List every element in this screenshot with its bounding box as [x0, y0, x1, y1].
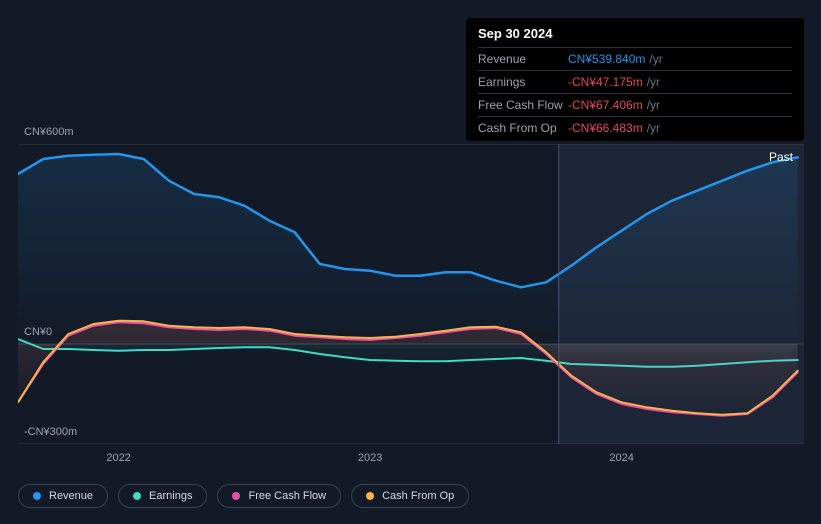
legend-label: Free Cash Flow	[248, 490, 326, 502]
past-label: Past	[769, 150, 793, 164]
y-axis-label: CN¥0	[24, 326, 52, 338]
tooltip-rows: RevenueCN¥539.840m/yrEarnings-CN¥47.175m…	[478, 47, 792, 139]
tooltip-date: Sep 30 2024	[478, 26, 792, 41]
legend-dot-icon	[133, 492, 141, 500]
tooltip-row: Earnings-CN¥47.175m/yr	[478, 70, 792, 93]
tooltip-unit: /yr	[649, 52, 662, 66]
tooltip-row: RevenueCN¥539.840m/yr	[478, 47, 792, 70]
legend-item[interactable]: Cash From Op	[351, 484, 469, 508]
tooltip-label: Free Cash Flow	[478, 98, 568, 112]
legend-dot-icon	[33, 492, 41, 500]
y-axis-label: CN¥600m	[24, 126, 74, 138]
legend-dot-icon	[232, 492, 240, 500]
x-axis-labels: 2022 2023 2024	[18, 452, 804, 472]
tooltip-unit: /yr	[647, 98, 660, 112]
tooltip-value: -CN¥47.175m	[568, 75, 643, 89]
legend-dot-icon	[366, 492, 374, 500]
x-axis-label: 2023	[358, 452, 382, 464]
legend-label: Earnings	[149, 490, 192, 502]
legend-label: Cash From Op	[382, 490, 454, 502]
chart-plot-area[interactable]	[18, 144, 804, 444]
legend-item[interactable]: Revenue	[18, 484, 108, 508]
legend-label: Revenue	[49, 490, 93, 502]
y-axis-label: -CN¥300m	[24, 426, 77, 438]
tooltip-label: Earnings	[478, 75, 568, 89]
tooltip-label: Cash From Op	[478, 121, 568, 135]
chart-svg	[18, 144, 804, 444]
legend-item[interactable]: Earnings	[118, 484, 207, 508]
tooltip-unit: /yr	[647, 75, 660, 89]
chart-container: CN¥600m CN¥0 -CN¥300m	[18, 120, 804, 460]
x-axis-label: 2024	[609, 452, 633, 464]
chart-tooltip: Sep 30 2024 RevenueCN¥539.840m/yrEarning…	[466, 18, 804, 141]
tooltip-row: Cash From Op-CN¥66.483m/yr	[478, 116, 792, 139]
tooltip-value: CN¥539.840m	[568, 52, 645, 66]
tooltip-unit: /yr	[647, 121, 660, 135]
tooltip-value: -CN¥66.483m	[568, 121, 643, 135]
x-axis-label: 2022	[106, 452, 130, 464]
tooltip-value: -CN¥67.406m	[568, 98, 643, 112]
tooltip-label: Revenue	[478, 52, 568, 66]
tooltip-row: Free Cash Flow-CN¥67.406m/yr	[478, 93, 792, 116]
chart-legend: Revenue Earnings Free Cash Flow Cash From O…	[18, 484, 469, 508]
legend-item[interactable]: Free Cash Flow	[217, 484, 341, 508]
